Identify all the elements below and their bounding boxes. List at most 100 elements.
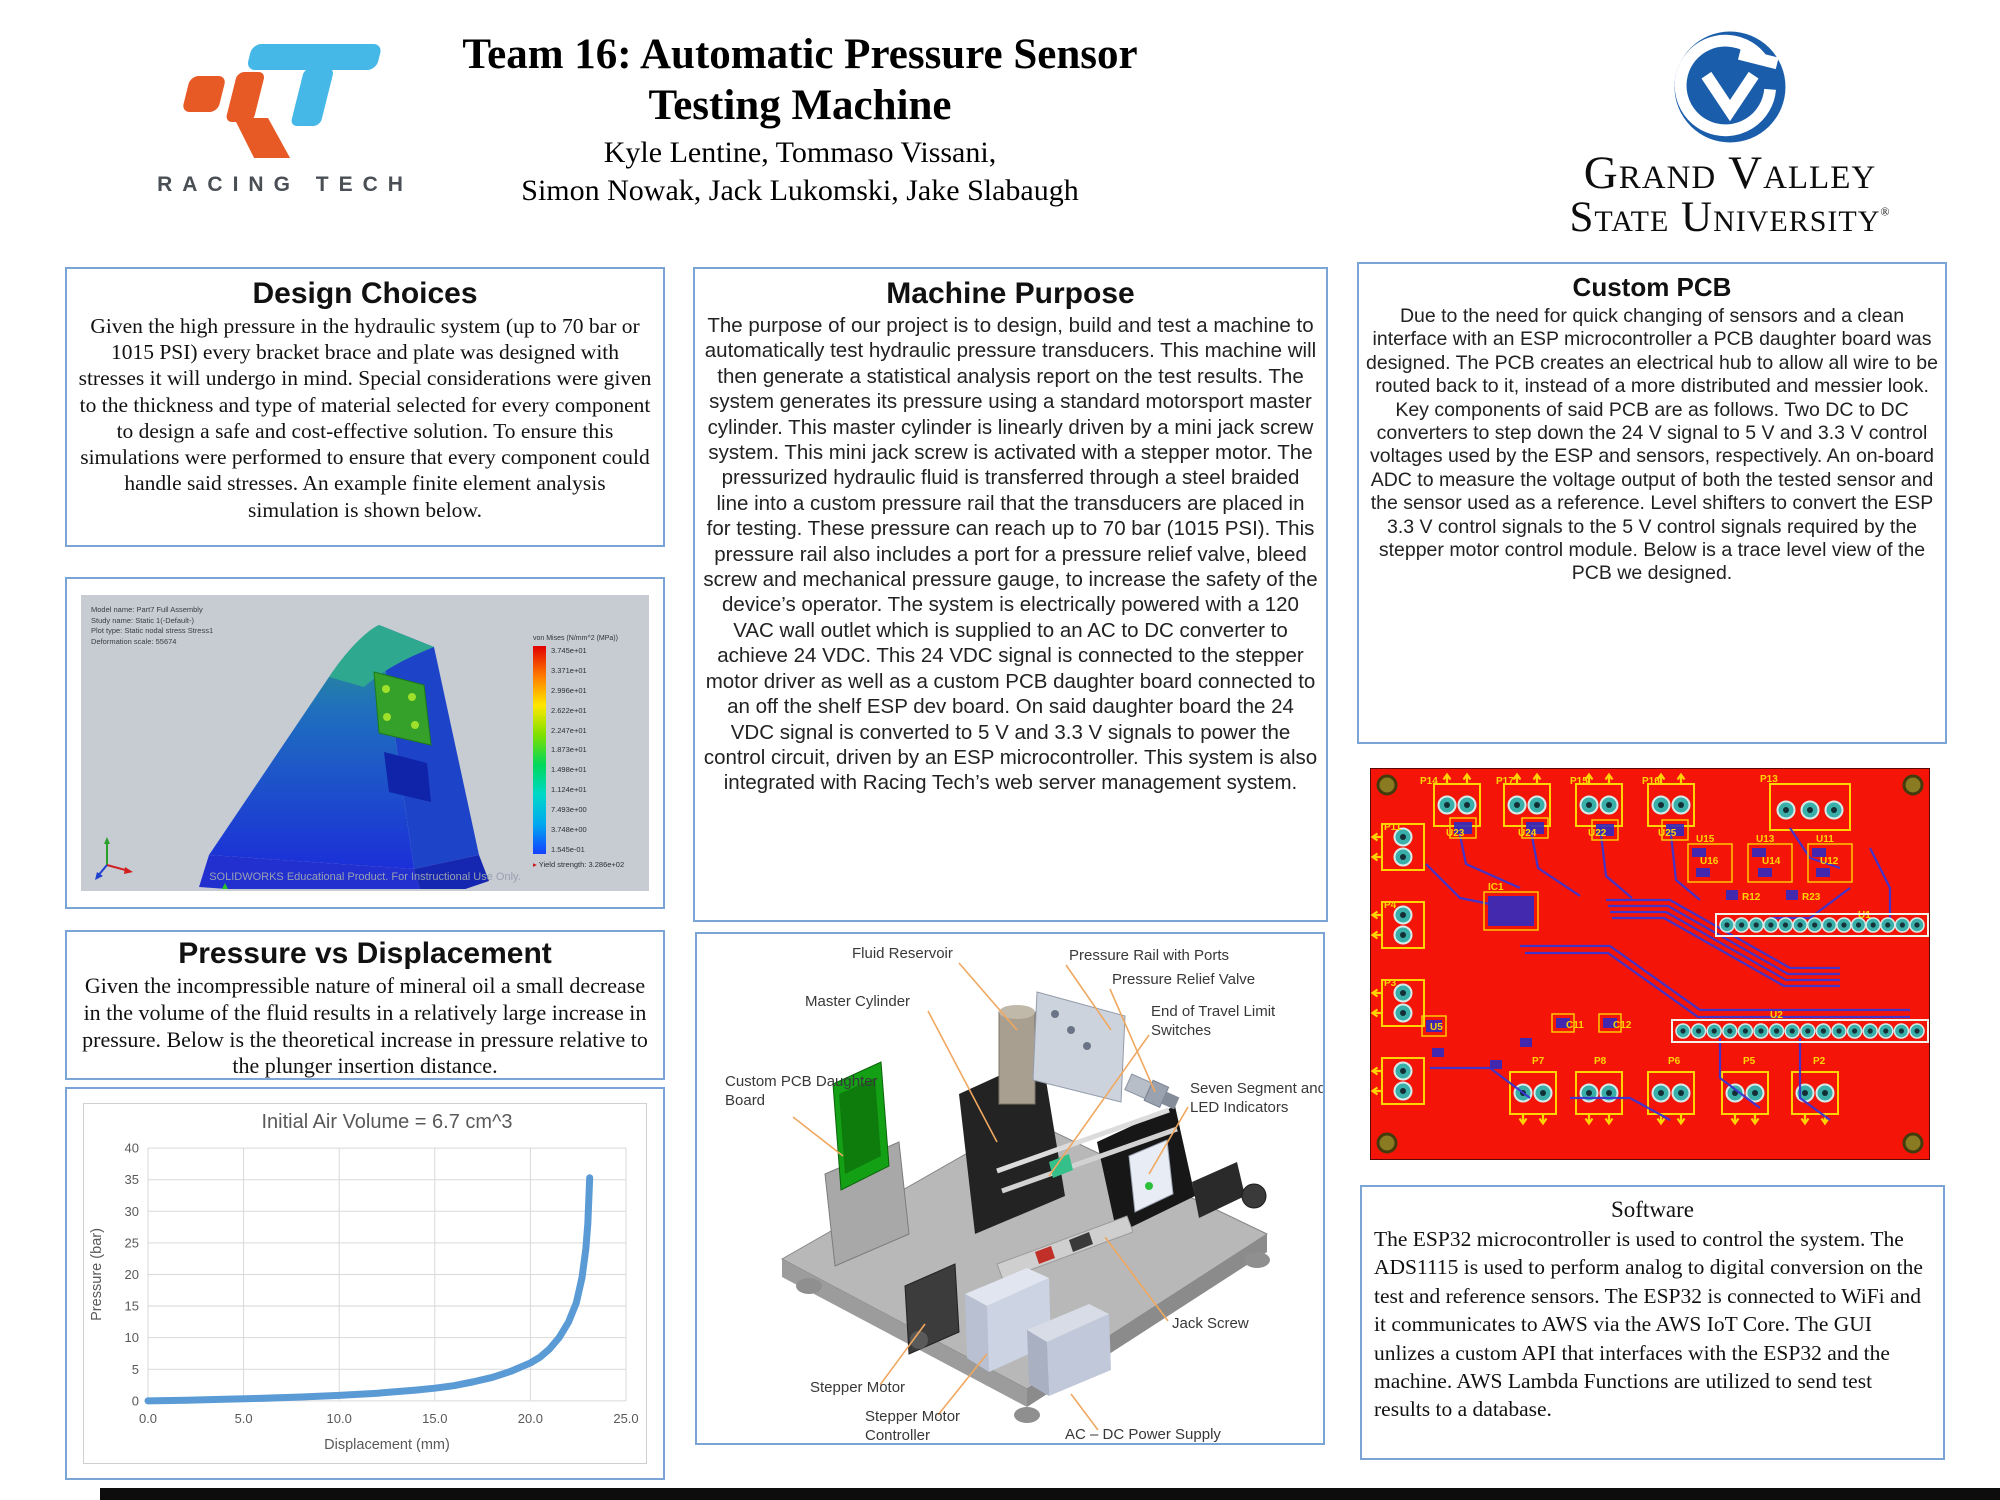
pcb-ref-label: P15 — [1570, 776, 1588, 787]
racing-tech-logo-icon — [183, 44, 381, 158]
machine-cad-diagram: Fluid Reservoir Pressure Rail with Ports P… — [725, 945, 1323, 1443]
diagram-label: Jack Screw — [1172, 1315, 1249, 1332]
svg-text:Displacement (mm): Displacement (mm) — [324, 1437, 450, 1453]
machine-purpose-title: Machine Purpose — [886, 277, 1135, 310]
svg-text:40: 40 — [125, 1141, 139, 1156]
pressure-displacement-body: Given the incompressible nature of miner… — [82, 973, 648, 1079]
pcb-ref-label: U14 — [1762, 856, 1781, 867]
software-title: Software — [1610, 1197, 1695, 1222]
pcb-ref-label: R12 — [1742, 892, 1761, 903]
design-choices-body: Given the high pressure in the hydraulic… — [78, 314, 652, 522]
svg-text:5.0: 5.0 — [235, 1411, 253, 1426]
fea-legend-title: von Mises (N/mm^2 (MPa)) — [533, 635, 618, 642]
software-panel: Software The ESP32 microcontroller is us… — [1360, 1185, 1945, 1460]
svg-text:25: 25 — [125, 1235, 139, 1250]
pcb-ref-label: P5 — [1743, 1056, 1756, 1067]
fea-legend-value: 3.371e+01 — [551, 665, 587, 675]
fea-legend-value: 7.493e+00 — [551, 805, 587, 815]
diagram-label: Stepper Motor Controller — [865, 1408, 960, 1443]
diagram-label: AC – DC Power Supply — [1065, 1426, 1221, 1443]
diagram-label: Fluid Reservoir — [852, 945, 953, 962]
pcb-ref-label: R23 — [1802, 892, 1821, 903]
diagram-label: Stepper Motor — [810, 1379, 905, 1396]
diagram-label: Seven Segment and LED Indicators — [1190, 1080, 1323, 1116]
poster-bottom-rule — [100, 1488, 2000, 1500]
fea-info-line: Model name: Part7 Full Assembly — [91, 605, 203, 614]
fea-color-legend: von Mises (N/mm^2 (MPa)) 3.745e+01 3.371e… — [533, 635, 625, 869]
pcb-ref-label: U16 — [1700, 856, 1719, 867]
gvsu-logo: Grand Valley State University® — [1520, 28, 1940, 239]
machine-diagram-panel: Fluid Reservoir Pressure Rail with Ports P… — [695, 932, 1325, 1445]
svg-text:20.0: 20.0 — [518, 1411, 543, 1426]
pcb-ref-label: P2 — [1813, 1056, 1826, 1067]
fea-legend-value: 1.873e+01 — [551, 745, 587, 755]
pcb-ref-label: C11 — [1566, 1020, 1584, 1031]
fea-legend-value: 1.124e+01 — [551, 785, 587, 795]
diagram-label: Master Cylinder — [805, 993, 910, 1010]
design-choices-panel: Design Choices Given the high pressure i… — [65, 267, 665, 547]
software-body: The ESP32 microcontroller is used to con… — [1374, 1227, 1923, 1422]
racing-tech-logo: RACING TECH — [150, 30, 420, 197]
diagram-label: Pressure Rail with Ports — [1069, 947, 1229, 964]
svg-text:20: 20 — [125, 1267, 139, 1282]
pcb-ref-label: P16 — [1642, 776, 1660, 787]
gvsu-logo-text1: Grand Valley — [1583, 147, 1877, 199]
machine-purpose-body: The purpose of our project is to design,… — [703, 314, 1318, 795]
machine-purpose-panel: Machine Purpose The purpose of our proje… — [693, 267, 1328, 922]
pcb-ref-label: P8 — [1594, 1056, 1607, 1067]
pressure-displacement-chart: 0 5 10 15 20 25 30 35 40 0.0 5.0 10.0 15.0 20.0 25.0 In… — [89, 1111, 639, 1453]
fea-legend-value: 3.748e+00 — [551, 825, 587, 835]
pressure-chart-panel: 0 5 10 15 20 25 30 35 40 0.0 5.0 10.0 15.0 20.0 25.0 In… — [65, 1087, 665, 1480]
fea-simulation-image: Model name: Part7 Full Assembly Study nam… — [81, 595, 649, 891]
authors-line1: Kyle Lentine, Tommaso Vissani, — [603, 136, 997, 170]
pcb-ref-label: C12 — [1613, 1020, 1632, 1031]
poster-title-line2: Testing Machine — [648, 81, 952, 129]
pcb-ref-label: P11 — [1384, 822, 1402, 833]
fea-bracket-model — [199, 625, 489, 889]
gvsu-logo-icon — [1674, 31, 1786, 143]
racing-tech-logo-text: RACING TECH — [157, 173, 413, 196]
pcb-ref-label: U2 — [1770, 1010, 1783, 1021]
pressure-displacement-title: Pressure vs Displacement — [178, 937, 552, 970]
fea-legend-value: 2.622e+01 — [551, 705, 587, 715]
pcb-ref-label: P3 — [1384, 978, 1397, 989]
fea-yield-note: ▸ Yield strength: 3.286e+02 — [533, 860, 625, 869]
fea-legend-value: 2.247e+01 — [551, 725, 587, 735]
svg-text:Pressure (bar): Pressure (bar) — [89, 1228, 105, 1321]
svg-text:10: 10 — [125, 1330, 139, 1345]
pcb-ref-label: P13 — [1760, 774, 1778, 785]
fea-model-info: Model name: Part7 Full Assembly Study nam… — [91, 605, 213, 647]
pcb-ref-label: P14 — [1420, 776, 1438, 787]
poster-title-block: Team 16: Automatic Pressure Sensor Testi… — [430, 30, 1170, 206]
pcb-ref-label: U12 — [1820, 856, 1839, 867]
fea-legend-values: 3.745e+01 3.371e+01 2.996e+01 2.622e+01 2.24… — [551, 646, 587, 854]
diagram-label: Custom PCB Daughter Board — [725, 1073, 878, 1109]
fea-legend-value: 1.545e-01 — [551, 844, 585, 854]
custom-pcb-body: Due to the need for quick changing of se… — [1366, 305, 1938, 585]
pcb-ref-label: U23 — [1446, 828, 1465, 839]
design-choices-title: Design Choices — [252, 277, 478, 310]
pcb-ref-label: P4 — [1384, 900, 1397, 911]
svg-text:0.0: 0.0 — [139, 1411, 157, 1426]
authors-line2: Simon Nowak, Jack Lukomski, Jake Slabaug… — [521, 173, 1079, 207]
gvsu-logo-text2: State University® — [1569, 193, 1891, 241]
svg-text:5: 5 — [132, 1362, 139, 1377]
fea-image-panel: Model name: Part7 Full Assembly Study nam… — [65, 577, 665, 909]
svg-text:15: 15 — [125, 1299, 139, 1314]
poster-title-line1: Team 16: Automatic Pressure Sensor — [462, 31, 1138, 78]
diagram-label: End of Travel Limit Switches — [1151, 1003, 1276, 1039]
fea-legend-value: 1.498e+01 — [551, 765, 587, 775]
fea-info-line: Plot type: Static nodal stress Stress1 — [91, 626, 214, 635]
registered-mark: ® — [1880, 204, 1891, 219]
fea-info-line: Study name: Static 1(-Default-) — [91, 615, 194, 625]
svg-text:0: 0 — [132, 1393, 139, 1408]
pcb-ref-label: U24 — [1518, 828, 1537, 839]
custom-pcb-title: Custom PCB — [1572, 272, 1732, 302]
solidworks-watermark: SOLIDWORKS Educational Product. For Inst… — [209, 871, 521, 883]
pressure-chart-frame: 0 5 10 15 20 25 30 35 40 0.0 5.0 10.0 15.0 20.0 25.0 In… — [83, 1103, 647, 1464]
fea-axis-triad-icon — [95, 837, 133, 880]
pcb-ref-label: P17 — [1496, 776, 1514, 787]
pcb-ref-label: P7 — [1532, 1056, 1545, 1067]
pcb-ref-label: U11 — [1816, 834, 1834, 845]
